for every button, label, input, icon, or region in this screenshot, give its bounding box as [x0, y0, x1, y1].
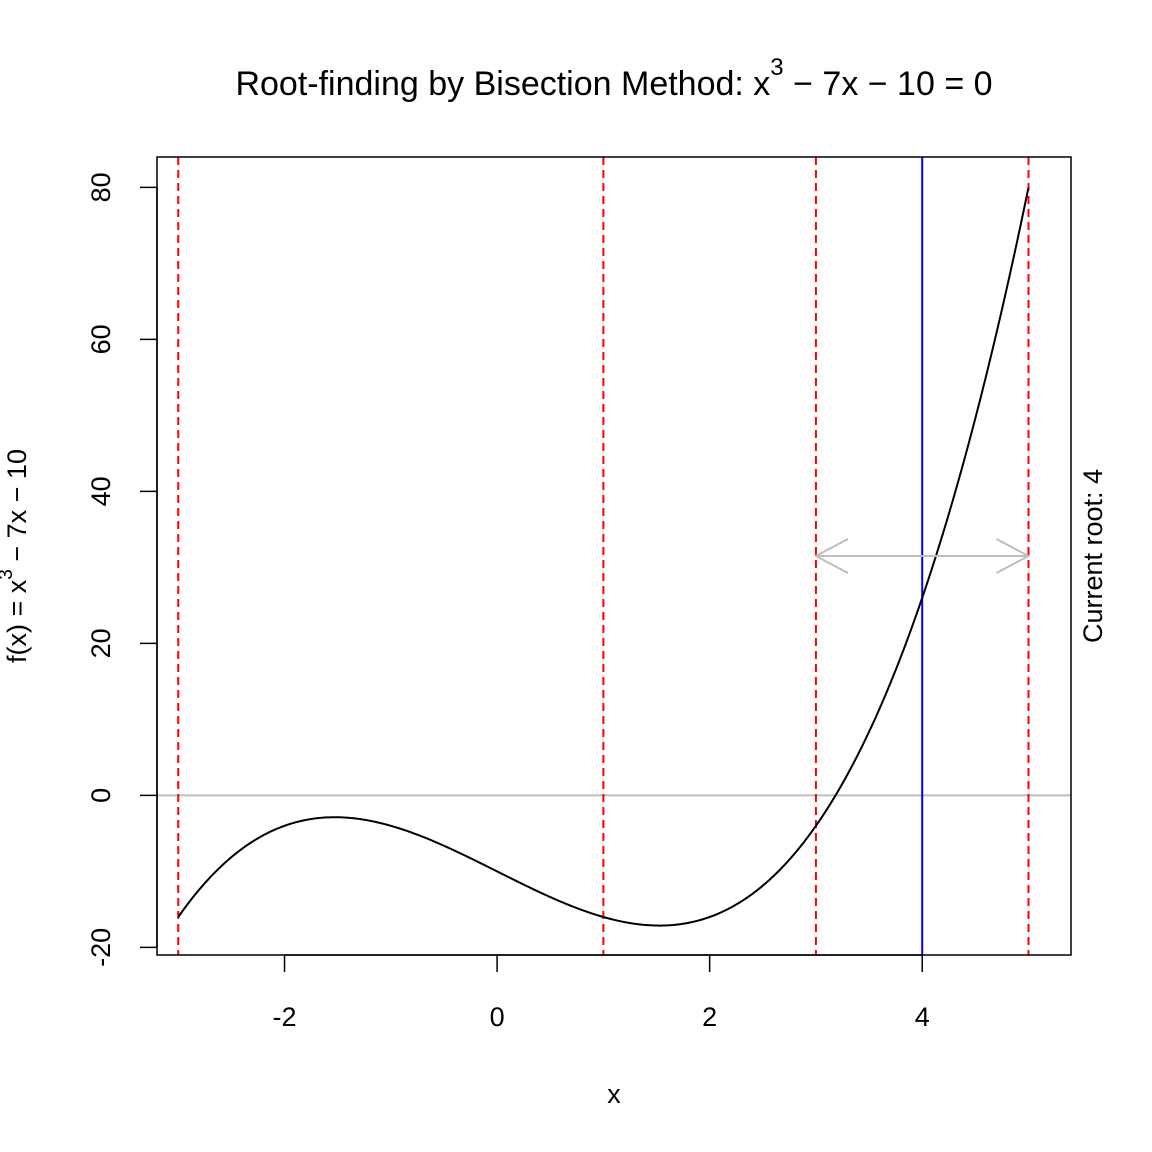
interval-arrow-right-head [996, 538, 1031, 574]
function-curve [177, 187, 1030, 927]
x-tick-label-0: -2 [273, 1002, 297, 1032]
title-base: x [753, 65, 770, 103]
interval-arrow-left-head [813, 538, 849, 574]
ylabel-prefix: f(x) = x [2, 579, 32, 663]
function-curve-group [177, 187, 1030, 927]
title-suffix: − 7x − 10 = 0 [784, 65, 993, 103]
y-tick-label-3: 40 [86, 476, 116, 506]
y-axis-label: f(x) = x3 − 7x − 10 [0, 449, 32, 663]
x-tick-label-2: 2 [702, 1002, 717, 1032]
ylabel-suffix: − 7x − 10 [2, 449, 32, 569]
current-root-annotation: Current root: 4 [1078, 469, 1108, 643]
y-tick-label-5: 80 [86, 172, 116, 202]
y-tick-label-2: 20 [86, 628, 116, 658]
ylabel-exponent: 3 [0, 569, 17, 580]
title-prefix: Root-finding by Bisection Method: [235, 65, 753, 103]
y-axis: -20 0 20 40 60 80 [86, 172, 158, 967]
chart-title: Root-finding by Bisection Method: x3 − 7… [235, 54, 992, 103]
bisection-lines-group [177, 157, 1030, 955]
x-tick-label-1: 0 [490, 1002, 505, 1032]
x-axis: -2 0 2 4 [273, 954, 930, 1032]
x-axis-label: x [607, 1079, 621, 1109]
y-tick-label-4: 60 [86, 324, 116, 354]
y-tick-label-0: -20 [86, 928, 116, 967]
title-exponent: 3 [770, 54, 783, 81]
interval-arrow-group [813, 538, 1031, 574]
y-tick-label-1: 0 [86, 788, 116, 803]
x-tick-label-3: 4 [915, 1002, 930, 1032]
